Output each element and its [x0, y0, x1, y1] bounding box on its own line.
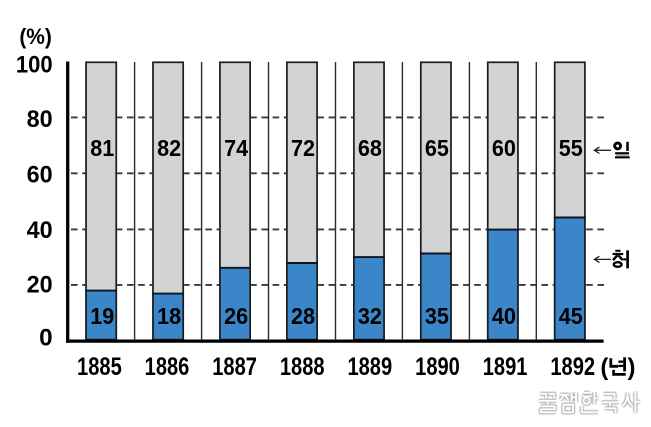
- svg-text:1888: 1888: [280, 353, 325, 381]
- svg-text:40: 40: [492, 303, 516, 329]
- svg-text:80: 80: [27, 106, 53, 133]
- svg-text:60: 60: [492, 135, 516, 161]
- svg-text:20: 20: [27, 271, 53, 298]
- svg-text:1890: 1890: [415, 353, 460, 381]
- svg-text:72: 72: [291, 135, 315, 161]
- svg-text:32: 32: [358, 303, 382, 329]
- svg-text:60: 60: [27, 161, 53, 188]
- svg-text:100: 100: [16, 51, 53, 78]
- svg-text:1892: 1892: [550, 353, 595, 381]
- svg-text:65: 65: [425, 135, 449, 161]
- svg-text:35: 35: [425, 303, 449, 329]
- svg-text:81: 81: [90, 135, 114, 161]
- svg-text:(: (: [600, 354, 608, 381]
- svg-text:): ): [628, 354, 636, 381]
- svg-text:55: 55: [559, 135, 583, 161]
- svg-text:40: 40: [27, 217, 53, 244]
- svg-text:45: 45: [559, 303, 583, 329]
- svg-text:1891: 1891: [483, 353, 528, 381]
- svg-text:18: 18: [157, 303, 181, 329]
- svg-text:0: 0: [39, 325, 53, 352]
- svg-text:1886: 1886: [145, 353, 190, 381]
- svg-text:1887: 1887: [212, 353, 257, 381]
- svg-text:(%): (%): [19, 24, 52, 49]
- svg-text:1885: 1885: [77, 353, 122, 381]
- svg-text:28: 28: [291, 303, 315, 329]
- svg-text:68: 68: [358, 135, 382, 161]
- svg-text:74: 74: [224, 135, 248, 161]
- svg-text:19: 19: [90, 303, 114, 329]
- svg-text:26: 26: [224, 303, 248, 329]
- svg-text:82: 82: [157, 135, 181, 161]
- svg-text:1889: 1889: [347, 353, 392, 381]
